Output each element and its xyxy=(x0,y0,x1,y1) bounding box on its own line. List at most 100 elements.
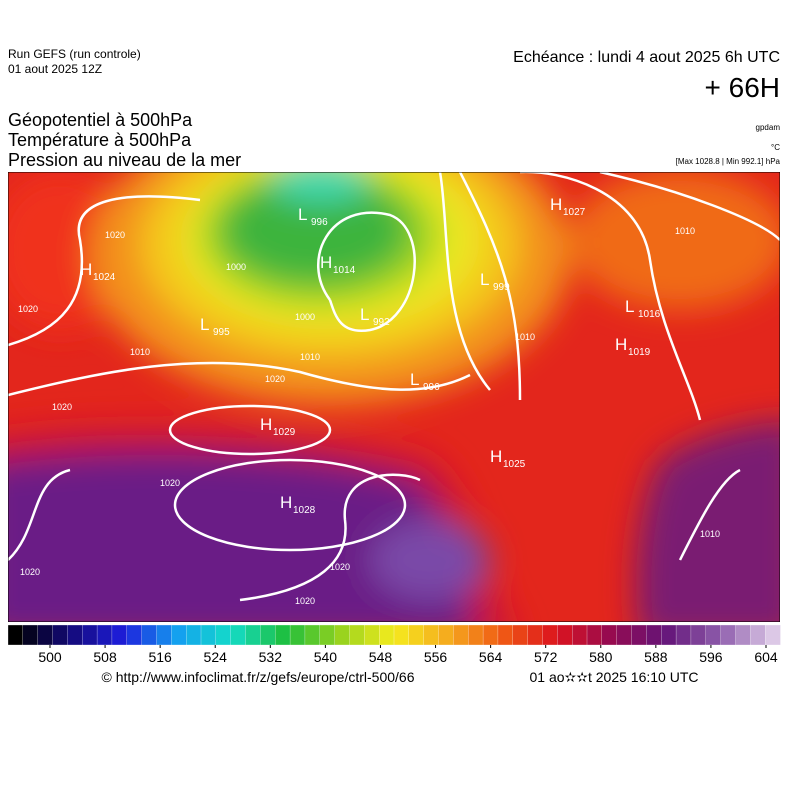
colorbar-swatch xyxy=(215,624,232,646)
colorbar-swatch xyxy=(7,624,24,646)
center-value: 1029 xyxy=(273,427,296,438)
center-kind: H xyxy=(615,335,627,354)
colorbar-swatch xyxy=(260,624,276,646)
colorbar-tick-label: 596 xyxy=(699,649,723,665)
colorbar-swatch xyxy=(349,624,365,646)
pressure-center: H 1024 xyxy=(80,260,116,283)
center-kind: H xyxy=(280,493,292,512)
center-kind: L xyxy=(298,205,307,224)
pressure-center: L 999 xyxy=(480,270,510,293)
center-value: 996 xyxy=(311,217,328,228)
colorbar-swatch xyxy=(468,624,484,646)
isobar-label: 1020 xyxy=(295,596,315,606)
colorbar-tick-label: 604 xyxy=(754,649,778,665)
center-value: 1014 xyxy=(333,265,356,276)
center-kind: H xyxy=(550,195,562,214)
center-value: 1028 xyxy=(293,505,316,516)
isobar-label: 1010 xyxy=(300,352,320,362)
colorbar-swatch xyxy=(364,624,380,646)
colorbar-tick-label: 564 xyxy=(479,649,503,665)
colorbar-swatch xyxy=(230,624,247,646)
pressure-center: H 1027 xyxy=(550,195,586,218)
colorbar-swatch xyxy=(304,624,321,646)
pressure-center: H 1019 xyxy=(615,335,651,358)
isobar-label: 1010 xyxy=(700,529,720,539)
colorbar-swatch xyxy=(156,624,172,646)
isobar-label: 1020 xyxy=(265,374,285,384)
colorbar-swatch xyxy=(408,624,425,646)
colorbar-swatch xyxy=(661,624,677,646)
center-kind: H xyxy=(260,415,272,434)
center-kind: H xyxy=(320,253,332,272)
unit-celsius: °C xyxy=(771,143,780,152)
colorbar-swatch xyxy=(141,624,158,646)
colorbar-swatch xyxy=(186,624,202,646)
colorbar-swatch xyxy=(245,624,262,646)
colorbar-swatch xyxy=(423,624,440,646)
colorbar-swatch xyxy=(646,624,662,646)
pressure-center: L 1016 xyxy=(625,297,661,320)
center-value: 995 xyxy=(213,327,230,338)
colorbar-swatch xyxy=(542,624,558,646)
colorbar-swatch xyxy=(586,624,603,646)
center-kind: L xyxy=(200,315,209,334)
center-value: 996 xyxy=(423,382,440,393)
pressure-center: L 992 xyxy=(360,305,390,328)
colorbar-swatch xyxy=(705,624,722,646)
colorbar-tick-label: 548 xyxy=(369,649,393,665)
isobar-label: 1020 xyxy=(20,567,40,577)
isobar-label: 1000 xyxy=(226,262,246,272)
isobar-labels: 1020 1020 1010 1000 1000 1010 1020 1020 1020 1020… xyxy=(18,226,720,606)
colorbar-tick-label: 588 xyxy=(644,649,668,665)
isobar-label: 1020 xyxy=(330,562,350,572)
colorbar-tick-label: 524 xyxy=(204,649,228,665)
colorbar-swatch xyxy=(765,624,781,646)
colorbar-swatch xyxy=(601,624,618,646)
colorbar-swatch xyxy=(497,624,514,646)
isobar-label: 1020 xyxy=(18,304,38,314)
colorbar-swatch xyxy=(126,624,143,646)
center-value: 1025 xyxy=(503,459,526,470)
colorbar-swatch xyxy=(52,624,69,646)
colorbar-swatch xyxy=(557,624,573,646)
colorbar-swatch xyxy=(675,624,692,646)
isobar-label: 1020 xyxy=(160,478,180,488)
unit-hpa: [Max 1028.8 | Min 992.1] hPa xyxy=(676,157,781,166)
colorbar-swatch xyxy=(319,624,336,646)
isobar-label: 1010 xyxy=(675,226,695,236)
colorbar-swatch xyxy=(453,624,469,646)
center-kind: L xyxy=(410,370,419,389)
colorbar-swatch xyxy=(720,624,737,646)
colorbar-swatch xyxy=(438,624,455,646)
colorbar-swatch xyxy=(735,624,751,646)
center-value: 1019 xyxy=(628,347,651,358)
run-date: 01 aout 2025 12Z xyxy=(8,62,102,76)
colorbar: 500 508 516 524 532 540 548 556 564 572 580 588 596 6… xyxy=(7,624,781,665)
center-value: 999 xyxy=(493,282,510,293)
colorbar-swatch xyxy=(96,624,113,646)
pressure-center: L 996 xyxy=(410,370,440,393)
colorbar-swatch xyxy=(750,624,766,646)
colorbar-swatch xyxy=(171,624,187,646)
colorbar-swatch xyxy=(22,624,39,646)
colorbar-swatch xyxy=(334,624,351,646)
colorbar-swatch xyxy=(393,624,410,646)
pressure-center: L 995 xyxy=(200,315,230,338)
colorbar-swatch xyxy=(572,624,588,646)
isobar-label: 1020 xyxy=(52,402,72,412)
colorbar-tick-label: 508 xyxy=(93,649,117,665)
isobar-label: 1010 xyxy=(515,332,535,342)
colorbar-swatch xyxy=(631,624,648,646)
title-geopotential: Géopotentiel à 500hPa xyxy=(8,110,193,130)
colorbar-tick-label: 540 xyxy=(314,649,338,665)
center-kind: L xyxy=(625,297,634,316)
center-kind: L xyxy=(360,305,369,324)
center-kind: L xyxy=(480,270,489,289)
center-kind: H xyxy=(80,260,92,279)
colorbar-swatch xyxy=(690,624,707,646)
pressure-center: H 1029 xyxy=(260,415,296,438)
colorbar-tick-label: 532 xyxy=(259,649,283,665)
